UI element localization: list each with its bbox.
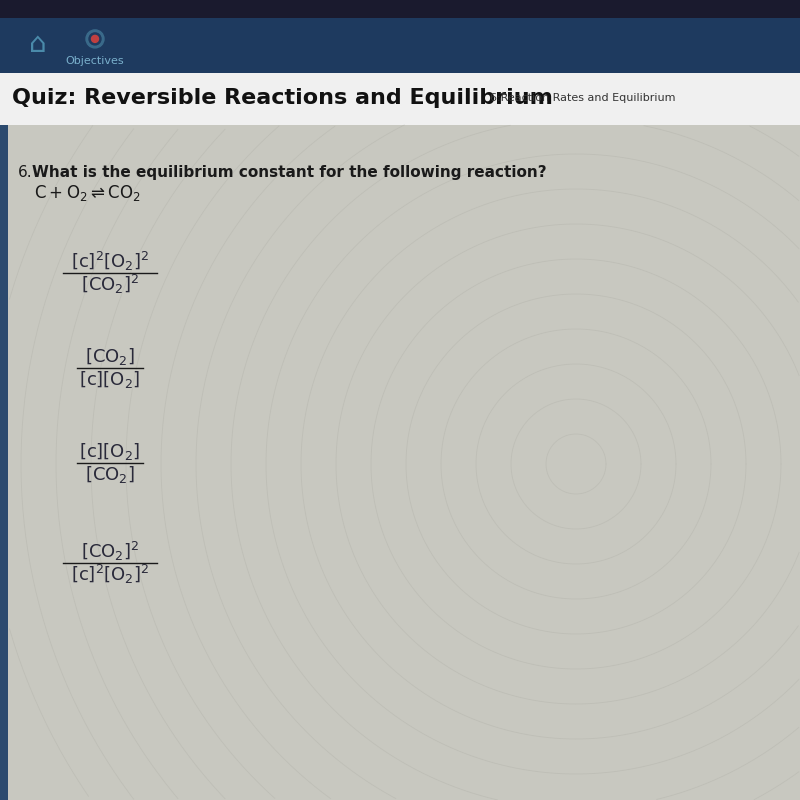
Bar xyxy=(0,125,800,800)
Bar xyxy=(0,125,8,800)
Text: Quiz: Reversible Reactions and Equilibrium: Quiz: Reversible Reactions and Equilibri… xyxy=(12,88,553,108)
Text: $\mathrm{[CO_2]^2}$: $\mathrm{[CO_2]^2}$ xyxy=(81,540,139,563)
Bar xyxy=(0,18,800,73)
Text: $\mathrm{[CO_2]}$: $\mathrm{[CO_2]}$ xyxy=(85,464,135,485)
Text: ⌂: ⌂ xyxy=(29,30,47,58)
Text: $\mathrm{[c]^2[O_2]^2}$: $\mathrm{[c]^2[O_2]^2}$ xyxy=(70,250,150,273)
Text: $\mathrm{[CO_2]^2}$: $\mathrm{[CO_2]^2}$ xyxy=(81,273,139,296)
Text: 6.: 6. xyxy=(18,165,33,180)
Text: $\mathrm{C + O_2 \rightleftharpoons CO_2}$: $\mathrm{C + O_2 \rightleftharpoons CO_2… xyxy=(34,183,141,203)
Text: $\mathrm{[CO_2]}$: $\mathrm{[CO_2]}$ xyxy=(85,346,135,366)
Bar xyxy=(0,73,800,125)
Text: 6:Reaction Rates and Equilibrium: 6:Reaction Rates and Equilibrium xyxy=(490,93,675,103)
Text: $\mathrm{[c]^2[O_2]^2}$: $\mathrm{[c]^2[O_2]^2}$ xyxy=(70,563,150,586)
Text: $\mathrm{[c][O_2]}$: $\mathrm{[c][O_2]}$ xyxy=(79,441,141,462)
Bar xyxy=(0,0,800,18)
Circle shape xyxy=(86,30,104,48)
Circle shape xyxy=(89,33,101,45)
Text: Objectives: Objectives xyxy=(66,56,124,66)
Text: What is the equilibrium constant for the following reaction?: What is the equilibrium constant for the… xyxy=(32,165,546,180)
Text: $\mathrm{[c][O_2]}$: $\mathrm{[c][O_2]}$ xyxy=(79,370,141,390)
Circle shape xyxy=(91,35,98,42)
